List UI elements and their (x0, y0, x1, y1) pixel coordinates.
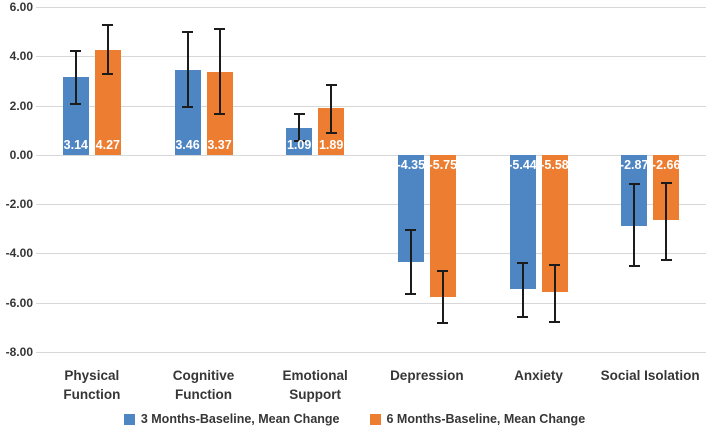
y-axis-tick-label: 0.00 (9, 147, 33, 162)
bar-value-label: -4.35 (396, 157, 426, 172)
y-axis-tick-label: 6.00 (9, 0, 33, 14)
category-label: Anxiety (514, 368, 563, 383)
gridline (36, 7, 706, 8)
category-label: Social Isolation (600, 368, 700, 383)
legend-label-3-months: 3 Months-Baseline, Mean Change (140, 412, 340, 426)
error-bar-cap (214, 28, 225, 31)
error-bar-cap (325, 131, 337, 134)
error-bar-cap (102, 23, 114, 26)
error-bar-cap (102, 73, 114, 76)
category-label: Cognitive Function (172, 368, 235, 402)
legend-item-6-months: 6 Months-Baseline, Mean Change (369, 412, 586, 426)
gridline (36, 302, 706, 304)
gridline (36, 154, 706, 156)
legend-label-6-months: 6 Months-Baseline, Mean Change (386, 412, 586, 426)
y-axis-tick-label: -8.00 (5, 345, 33, 359)
bar-value-label: -5.44 (508, 157, 537, 172)
error-bar-cap (182, 105, 193, 108)
gridline (36, 352, 706, 353)
bar-value-label: 1.89 (318, 137, 344, 152)
error-bar (553, 264, 556, 322)
error-bar (74, 50, 77, 105)
gridline (36, 204, 706, 206)
error-bar (106, 24, 109, 75)
error-bar-cap (660, 258, 672, 261)
error-bar-cap (182, 30, 193, 33)
y-axis-tick-label: -6.00 (5, 295, 33, 310)
error-bar-cap (437, 269, 449, 272)
error-bar-cap (70, 49, 82, 52)
error-bar (633, 184, 636, 267)
error-bar-cap (70, 103, 82, 106)
bar-value-label: -5.75 (428, 157, 458, 172)
bar-value-label: -2.66 (651, 157, 681, 172)
y-axis-tick-label: 4.00 (9, 49, 33, 64)
error-bar-cap (214, 113, 225, 116)
gridline (36, 253, 706, 255)
error-bar (218, 29, 221, 115)
legend-item-3-months: 3 Months-Baseline, Mean Change (123, 412, 340, 426)
error-bar-cap (517, 262, 528, 265)
error-bar (330, 84, 333, 133)
bar-value-label: 3.46 (175, 137, 200, 152)
gridline (36, 105, 706, 107)
y-axis-tick-label: -2.00 (5, 197, 33, 212)
error-bar-cap (293, 113, 305, 116)
error-bar-cap (325, 83, 337, 86)
legend-swatch-3-months-icon (123, 413, 135, 425)
error-bar (186, 31, 189, 107)
bar-value-label: 1.09 (286, 137, 312, 152)
error-bar-cap (517, 316, 528, 318)
error-bar (665, 183, 668, 260)
error-bar-cap (405, 229, 417, 232)
category-label: Physical Function (63, 368, 121, 402)
chart-legend: 3 Months-Baseline, Mean Change 6 Months-… (0, 412, 709, 426)
bar-value-label: -5.58 (540, 157, 569, 172)
y-axis-tick-label: 2.00 (9, 98, 33, 113)
y-axis-tick-label: -4.00 (5, 246, 33, 261)
error-bar-cap (437, 321, 449, 324)
error-bar-cap (293, 140, 305, 143)
bar-value-label: 3.37 (207, 137, 232, 152)
bar-value-label: 4.27 (95, 137, 120, 152)
error-bar-cap (549, 320, 560, 323)
error-bar-cap (628, 265, 640, 268)
error-bar-cap (549, 263, 560, 266)
legend-swatch-6-months-icon (369, 413, 381, 425)
gridline (36, 56, 706, 58)
error-bar (409, 230, 412, 294)
error-bar-cap (405, 292, 417, 295)
error-bar-cap (628, 183, 640, 186)
error-bar (441, 270, 444, 323)
category-label: Depression (390, 368, 464, 383)
bar-value-label: -2.87 (619, 157, 649, 172)
error-bar (521, 263, 524, 317)
bar-value-label: 3.14 (63, 137, 88, 152)
error-bar (298, 114, 301, 142)
category-label: Emotional Support (282, 368, 348, 402)
error-bar-cap (660, 182, 672, 185)
